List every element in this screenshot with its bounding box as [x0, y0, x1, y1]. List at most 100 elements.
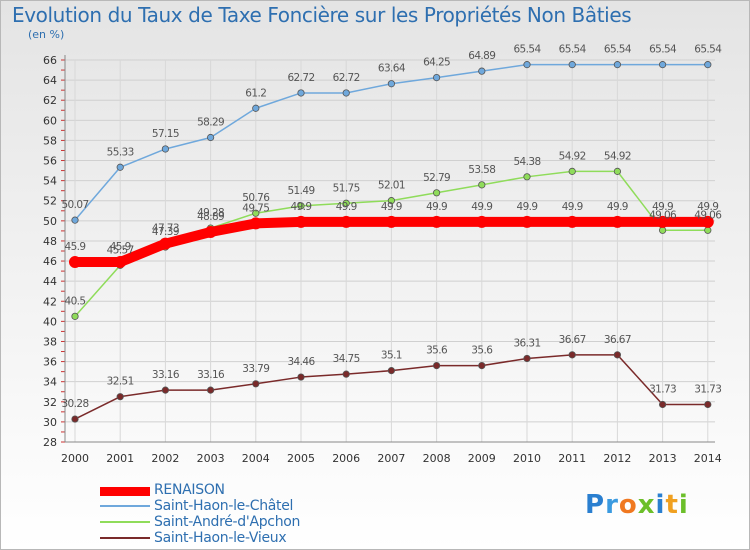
data-label: 49.9 — [381, 201, 402, 213]
data-label: 49.9 — [652, 201, 673, 213]
data-label: 62.72 — [287, 72, 314, 84]
data-point — [478, 67, 486, 75]
data-point — [566, 215, 579, 228]
data-point — [613, 351, 622, 359]
series-lines — [69, 61, 714, 423]
data-label: 49.9 — [336, 201, 357, 213]
data-label: 31.73 — [649, 384, 676, 396]
data-label: 33.16 — [152, 369, 180, 381]
data-label: 49.9 — [471, 201, 492, 213]
data-label: 61.2 — [245, 87, 266, 99]
x-tick-label: 2003 — [197, 452, 225, 465]
data-label: 36.67 — [559, 334, 586, 346]
data-label: 36.31 — [513, 337, 540, 349]
data-point — [71, 415, 79, 423]
data-label: 33.79 — [242, 363, 269, 375]
data-label: 31.73 — [694, 384, 721, 396]
data-label: 65.54 — [513, 44, 541, 56]
data-point — [116, 393, 124, 401]
x-tick-label: 2000 — [61, 452, 89, 465]
data-point — [432, 73, 441, 82]
data-point — [523, 173, 531, 181]
data-point — [342, 370, 350, 378]
legend: RENAISON Saint-Haon-le-Châtel Saint-Andr… — [100, 482, 360, 549]
data-label: 35.1 — [381, 350, 402, 362]
data-label: 49.06 — [649, 209, 677, 221]
y-tick-label: 48 — [43, 235, 57, 248]
data-label: 65.54 — [694, 44, 722, 56]
data-label: 64.25 — [423, 57, 450, 69]
logo-letter: P — [585, 490, 606, 520]
y-tick-label: 64 — [43, 74, 57, 87]
data-label: 48.89 — [197, 211, 224, 223]
x-tick-label: 2002 — [151, 452, 179, 465]
data-point — [523, 354, 531, 363]
data-label: 52.01 — [378, 180, 405, 192]
x-tick-label: 2011 — [558, 452, 586, 465]
y-tick-label: 44 — [43, 275, 57, 288]
data-label: 30.28 — [61, 398, 88, 410]
data-point — [611, 215, 624, 228]
logo-letter: o — [618, 490, 638, 520]
data-point — [568, 61, 576, 69]
data-point — [387, 197, 395, 205]
logo-letter: i — [655, 490, 666, 520]
data-label: 49.9 — [607, 201, 628, 213]
data-point — [658, 226, 667, 234]
data-point — [161, 145, 169, 153]
x-tick-label: 2008 — [423, 452, 451, 465]
data-label: 35.6 — [471, 345, 493, 357]
y-tick-label: 36 — [43, 356, 57, 369]
x-tick-label: 2005 — [287, 452, 315, 465]
data-label: 49.06 — [694, 209, 722, 221]
data-point — [613, 167, 622, 175]
data-point — [342, 199, 350, 207]
data-label: 57.15 — [152, 128, 179, 140]
data-point — [297, 373, 305, 381]
data-point — [523, 61, 531, 69]
data-point — [478, 181, 486, 189]
logo-letter: r — [605, 490, 619, 520]
data-point — [71, 216, 79, 224]
x-tick-label: 2013 — [649, 452, 677, 465]
data-label: 47.73 — [152, 223, 179, 235]
data-point — [658, 400, 667, 409]
data-label: 51.75 — [333, 182, 360, 194]
data-label: 54.92 — [604, 150, 631, 162]
logo-letter: i — [678, 490, 689, 520]
data-point — [252, 209, 260, 217]
legend-swatch-saint-andre-d-apchon — [100, 521, 150, 523]
legend-swatch-renaison — [100, 487, 150, 496]
x-tick-label: 2009 — [468, 452, 496, 465]
data-point — [207, 386, 215, 394]
data-point — [161, 386, 169, 394]
y-tick-label: 60 — [43, 114, 57, 127]
y-tick-label: 58 — [43, 134, 57, 147]
data-label: 34.46 — [287, 356, 315, 368]
data-point — [71, 312, 79, 320]
data-label: 54.92 — [559, 150, 586, 162]
legend-label-saint-andre-d-apchon: Saint-André-d'Apchon — [154, 514, 301, 530]
data-label: 50.07 — [61, 199, 88, 211]
data-point — [204, 226, 217, 239]
x-tick-label: 2006 — [332, 452, 360, 465]
data-point — [475, 215, 488, 228]
data-point — [252, 380, 260, 388]
data-label: 65.54 — [604, 44, 632, 56]
chart-title: Evolution du Taux de Taxe Foncière sur l… — [12, 3, 632, 27]
x-tick-label: 2001 — [106, 452, 134, 465]
data-label: 49.9 — [291, 201, 312, 213]
y-tick-label: 66 — [43, 54, 57, 67]
x-tick-label: 2012 — [603, 452, 631, 465]
data-point — [387, 367, 395, 375]
data-point — [430, 215, 443, 228]
data-label: 45.57 — [107, 244, 134, 256]
data-point — [701, 215, 714, 228]
data-point — [342, 89, 350, 97]
data-label: 65.54 — [559, 44, 587, 56]
data-label: 51.49 — [287, 185, 314, 197]
grid-lines — [65, 59, 715, 443]
y-tick-label: 62 — [43, 94, 57, 107]
